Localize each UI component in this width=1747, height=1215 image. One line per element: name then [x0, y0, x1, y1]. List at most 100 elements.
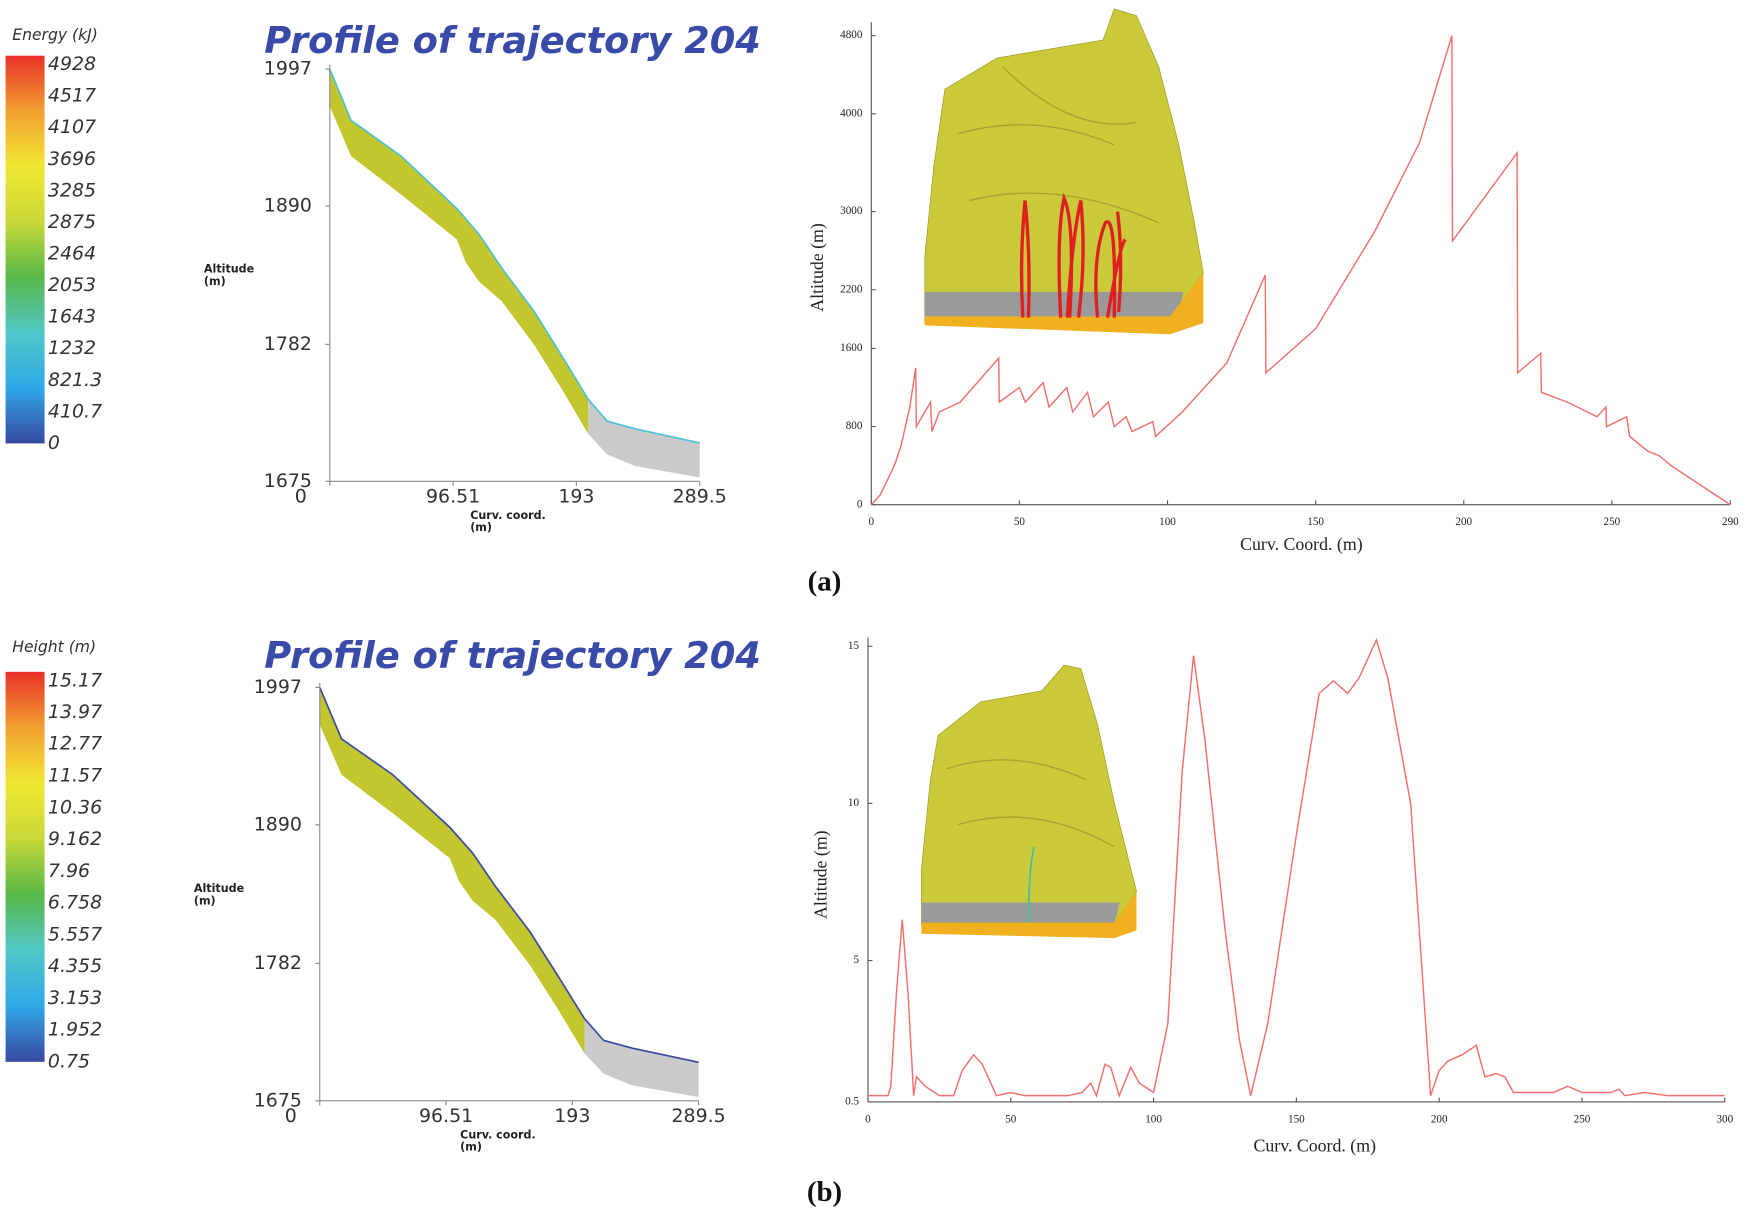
x-axis-label: Curv. coord. — [460, 1128, 536, 1141]
figure-content: Profile of trajectory 204 1675 1782 1890 199… — [5, 8, 1739, 1208]
colorbar-tick-label: 15.17 — [48, 669, 102, 691]
y-tick-label: 15 — [848, 640, 860, 652]
x-tick-label: 0 — [295, 485, 307, 507]
x-axis-label: Curv. Coord. (m) — [1253, 1136, 1376, 1157]
y-tick-label: 1997 — [254, 676, 302, 698]
data-line — [870, 35, 1731, 506]
colorbar-tick-label: 4517 — [48, 85, 96, 107]
colorbar-tick-label: 7.96 — [48, 860, 90, 882]
y-tick-label: 4000 — [840, 107, 863, 119]
x-axis-label: Curv. Coord. (m) — [1240, 534, 1363, 555]
y-tick-label: 4800 — [840, 29, 863, 41]
x-tick-label: 0 — [865, 1113, 871, 1125]
x-tick-label: 100 — [1145, 1113, 1162, 1125]
y-axis-label: Altitude (m) — [810, 830, 831, 919]
colorbar-tick-label: 1.952 — [48, 1019, 102, 1041]
y-tick-label: 1782 — [264, 333, 312, 355]
colorbar-tick-label: 4107 — [48, 116, 96, 138]
y-tick-label: 800 — [846, 420, 863, 432]
y-tick-label: 1782 — [254, 952, 302, 974]
profile-line — [329, 68, 590, 400]
colorbar-tick-label: 1232 — [48, 337, 96, 359]
data-line — [867, 637, 1725, 1098]
colorbar-tick-label: 0 — [48, 432, 60, 454]
x-tick-label: 193 — [554, 1105, 590, 1127]
y-tick-label: 3000 — [840, 205, 863, 217]
x-tick-label: 0 — [869, 516, 875, 528]
colorbar-tick-label: 3.153 — [48, 987, 102, 1009]
y-tick-label: 1997 — [264, 58, 312, 80]
y-tick-label: 10 — [848, 797, 860, 809]
profile-line — [587, 398, 700, 444]
colorbar-tick-label: 12.77 — [48, 733, 102, 755]
colorbar-tick-label: 4.355 — [48, 955, 102, 977]
x-axis-label: (m) — [460, 1141, 482, 1154]
y-tick-label: 0.5 — [845, 1096, 859, 1108]
y-tick-label: 1675 — [264, 470, 312, 492]
x-tick-label: 96.51 — [426, 485, 480, 507]
chart-title: Profile of trajectory 204 — [264, 19, 761, 62]
colorbar-tick-label: 11.57 — [48, 764, 102, 786]
colorbar-tick-label: 3285 — [48, 179, 96, 201]
y-axis-label: Altitude — [204, 263, 254, 276]
band — [588, 399, 700, 478]
colorbar-tick-label: 821.3 — [48, 369, 102, 391]
x-tick-label: 50 — [1005, 1113, 1017, 1125]
band — [329, 69, 589, 434]
x-tick-label: 193 — [558, 485, 594, 507]
x-axis-label: Curv. coord. — [470, 509, 546, 522]
terrain-inset — [921, 664, 1137, 939]
colorbar-tick-label: 2053 — [48, 274, 96, 296]
colorbar-tick-label: 10.36 — [48, 796, 102, 818]
x-tick-label: 250 — [1604, 516, 1621, 528]
y-tick-label: 1675 — [254, 1089, 302, 1111]
x-tick-label: 150 — [1288, 1113, 1305, 1125]
band — [584, 1018, 699, 1097]
colorbar-tick-label: 410.7 — [48, 400, 102, 422]
x-tick-label: 290 — [1722, 516, 1739, 528]
colorbar-tick-label: 2875 — [48, 211, 96, 233]
colorbar-tick-label: 3696 — [48, 148, 96, 170]
x-tick-label: 289.5 — [671, 1105, 725, 1127]
terrain-inset — [924, 8, 1204, 335]
profile-line — [319, 687, 586, 1020]
colorbar — [5, 55, 45, 444]
colorbar-title: Height (m) — [12, 638, 96, 656]
colorbar-tick-label: 13.97 — [48, 701, 102, 723]
band — [319, 687, 585, 1054]
chart-title: Profile of trajectory 204 — [264, 634, 761, 677]
x-tick-label: 50 — [1014, 516, 1026, 528]
colorbar-tick-label: 6.758 — [48, 892, 102, 914]
x-tick-label: 0 — [285, 1105, 297, 1127]
x-tick-label: 300 — [1716, 1113, 1733, 1125]
y-axis-label: (m) — [204, 275, 226, 288]
x-tick-label: 289.5 — [673, 485, 727, 507]
y-tick-label: 5 — [853, 954, 859, 966]
x-tick-label: 200 — [1455, 516, 1472, 528]
y-tick-label: 1890 — [264, 195, 312, 217]
panel-label: (b) — [807, 1176, 842, 1208]
colorbar-tick-label: 5.557 — [48, 923, 102, 945]
x-tick-label: 96.51 — [419, 1105, 473, 1127]
x-axis-label: (m) — [470, 521, 492, 534]
y-tick-label: 1600 — [840, 342, 863, 354]
colorbar-title: Energy (kJ) — [12, 26, 98, 44]
profile-line — [583, 1018, 699, 1064]
y-axis-label: (m) — [194, 894, 216, 907]
colorbar — [5, 671, 45, 1062]
y-tick-label: 2200 — [840, 283, 863, 295]
x-tick-label: 200 — [1431, 1113, 1448, 1125]
colorbar-tick-label: 9.162 — [48, 828, 102, 850]
colorbar-tick-label: 0.75 — [48, 1050, 90, 1072]
x-tick-label: 150 — [1307, 516, 1324, 528]
colorbar-tick-label: 2464 — [48, 243, 96, 265]
x-tick-label: 100 — [1159, 516, 1176, 528]
colorbar-tick-label: 4928 — [48, 53, 96, 75]
colorbar-tick-label: 1643 — [48, 306, 96, 328]
y-axis-label: Altitude (m) — [807, 223, 828, 312]
y-axis-label: Altitude — [194, 882, 244, 895]
y-tick-label: 0 — [857, 498, 863, 510]
panel-label: (a) — [808, 565, 842, 597]
x-tick-label: 250 — [1574, 1113, 1591, 1125]
